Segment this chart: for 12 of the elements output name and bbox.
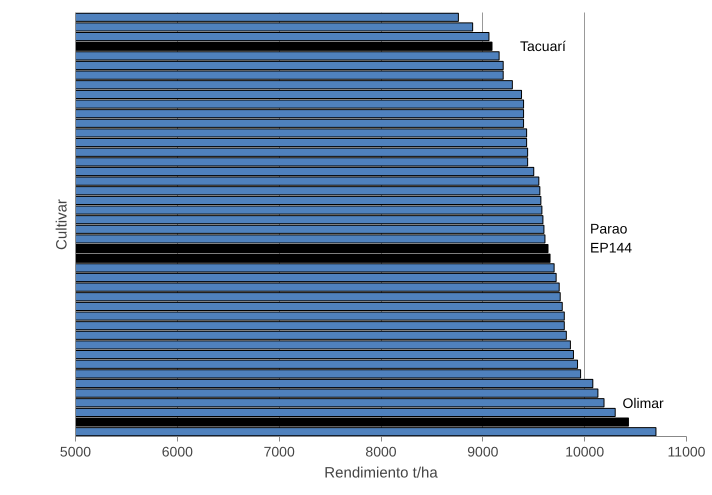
y-axis-title: Cultivar bbox=[54, 199, 70, 250]
x-tick-label: 8000 bbox=[365, 444, 397, 460]
annotation: Parao EP144 bbox=[590, 220, 632, 256]
annotation: Olimar bbox=[622, 394, 664, 411]
x-tick-label: 9000 bbox=[467, 444, 499, 460]
x-tick-label: 6000 bbox=[162, 444, 194, 460]
x-tick-label: 11000 bbox=[668, 444, 706, 460]
x-tick-label: 10000 bbox=[565, 444, 604, 460]
x-tick-label: 7000 bbox=[264, 444, 295, 460]
x-axis-title: Rendimiento t/ha bbox=[324, 464, 438, 482]
annotation: Tacuarí bbox=[520, 38, 566, 54]
x-tick-label: 5000 bbox=[60, 444, 92, 460]
